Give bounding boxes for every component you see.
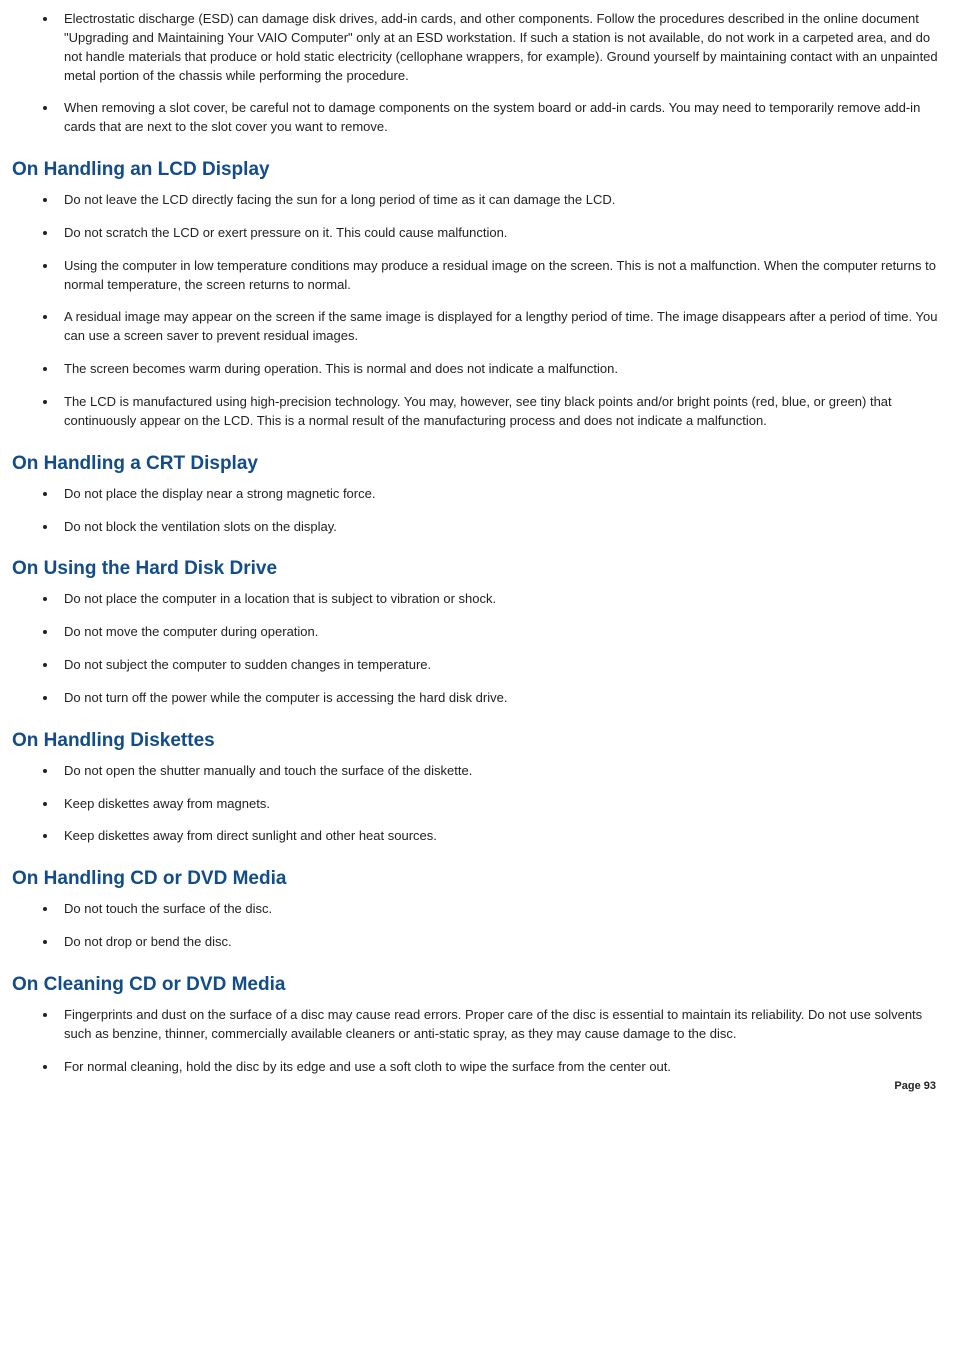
list-item: Do not move the computer during operatio… [58, 623, 942, 642]
section-heading-hdd: On Using the Hard Disk Drive [12, 558, 942, 580]
section-heading-cd-dvd-cleaning: On Cleaning CD or DVD Media [12, 974, 942, 996]
list-item: Do not place the computer in a location … [58, 590, 942, 609]
list-item: Electrostatic discharge (ESD) can damage… [58, 10, 942, 85]
list-item: Keep diskettes away from magnets. [58, 795, 942, 814]
list-item: Do not drop or bend the disc. [58, 933, 942, 952]
list-item: Do not leave the LCD directly facing the… [58, 191, 942, 210]
list-item: When removing a slot cover, be careful n… [58, 99, 942, 137]
list-item: Keep diskettes away from direct sunlight… [58, 827, 942, 846]
list-item: A residual image may appear on the scree… [58, 308, 942, 346]
list-item: Do not subject the computer to sudden ch… [58, 656, 942, 675]
bullet-list-cd-dvd-cleaning: Fingerprints and dust on the surface of … [12, 1006, 942, 1077]
section-heading-crt: On Handling a CRT Display [12, 453, 942, 475]
list-item: Do not place the display near a strong m… [58, 485, 942, 504]
list-item: The LCD is manufactured using high-preci… [58, 393, 942, 431]
list-item: Do not block the ventilation slots on th… [58, 518, 942, 537]
list-item: Using the computer in low temperature co… [58, 257, 942, 295]
bullet-list-crt: Do not place the display near a strong m… [12, 485, 942, 537]
list-item: Do not open the shutter manually and tou… [58, 762, 942, 781]
intro-bullet-list: Electrostatic discharge (ESD) can damage… [12, 10, 942, 137]
bullet-list-diskettes: Do not open the shutter manually and tou… [12, 762, 942, 847]
section-heading-lcd: On Handling an LCD Display [12, 159, 942, 181]
list-item: The screen becomes warm during operation… [58, 360, 942, 379]
page-number: Page 93 [12, 1080, 942, 1092]
list-item: Do not turn off the power while the comp… [58, 689, 942, 708]
list-item: Fingerprints and dust on the surface of … [58, 1006, 942, 1044]
bullet-list-hdd: Do not place the computer in a location … [12, 590, 942, 707]
list-item: For normal cleaning, hold the disc by it… [58, 1058, 942, 1077]
bullet-list-cd-dvd-handling: Do not touch the surface of the disc. Do… [12, 900, 942, 952]
section-heading-diskettes: On Handling Diskettes [12, 730, 942, 752]
list-item: Do not scratch the LCD or exert pressure… [58, 224, 942, 243]
section-heading-cd-dvd-handling: On Handling CD or DVD Media [12, 868, 942, 890]
bullet-list-lcd: Do not leave the LCD directly facing the… [12, 191, 942, 431]
document-page: Electrostatic discharge (ESD) can damage… [0, 10, 954, 1112]
list-item: Do not touch the surface of the disc. [58, 900, 942, 919]
